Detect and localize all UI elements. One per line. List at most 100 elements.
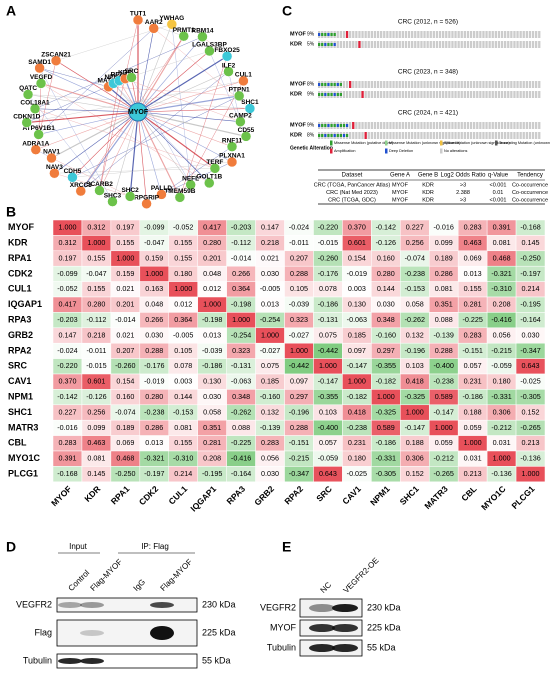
cell-value: -0.212 [434,454,454,463]
oncoprint-cell [404,31,408,38]
edge [137,28,155,113]
cell-value: -0.250 [520,253,540,262]
node-label: RNF11 [222,137,243,144]
oncoprint-alt [330,33,333,36]
node-label: RPA1 [111,71,128,78]
oncoprint-cell [538,81,541,88]
oncoprint-alt [339,93,342,96]
oncoprint-cell [386,132,389,139]
cell-value: 0.227 [406,223,424,232]
node [221,50,233,62]
cell-value: 0.155 [174,253,192,262]
cell-value: -0.164 [231,469,251,478]
oncoprint-cell [507,132,510,139]
col-label: CBL [459,484,478,503]
col-label: SHC1 [398,484,421,507]
edge [137,111,210,184]
oncoprint-alt [327,43,330,46]
oncoprint-cell [373,132,377,139]
cell-value: 0.364 [232,284,250,293]
cell-value: 0.147 [58,330,76,339]
oncoprint-cell [448,31,451,38]
oncoprint-cell [358,122,361,129]
oncoprint-cell [376,41,380,48]
panel-label: A [6,3,16,19]
oncoprint-cell [513,91,516,98]
oncoprint-cell [395,132,398,139]
oncoprint-alt [342,134,346,137]
node-label: TERF [206,159,223,166]
percent-label: 9% [307,91,315,97]
oncoprint-cell [392,31,395,38]
cell-value: -0.136 [491,469,511,478]
band [332,644,358,652]
lane-label: Flag-MYOF [89,557,125,593]
oncoprint-cell [460,122,463,129]
cell-value: -0.126 [86,392,106,401]
oncoprint-cell [538,122,541,129]
oncoprint-cell [442,81,445,88]
node [235,116,246,127]
cell-value: 0.130 [203,377,221,386]
oncoprint-cell [420,132,423,139]
oncoprint-cell [525,91,528,98]
oncoprint-alt [321,93,324,96]
oncoprint-cell [488,81,491,88]
cell-value: -0.015 [318,238,338,247]
oncoprint-cell [457,132,460,139]
gene-label: MYOF [290,31,307,37]
cell-value: -0.112 [86,315,106,324]
cell-value: -0.310 [173,454,193,463]
cell-value: 0.013 [261,300,279,309]
oncoprint-cell [442,132,445,139]
oncoprint-cell [488,132,491,139]
oncoprint-cell [445,132,448,139]
oncoprint-cell [355,132,358,139]
group-title: CRC (2024, n = 421) [398,110,458,117]
cell-value: -0.416 [491,315,511,324]
cell-value: 0.643 [319,469,337,478]
cell-value: 0.059 [464,423,482,432]
oncoprint-cell [473,91,476,98]
oncoprint-cell [500,122,504,129]
oncoprint-alt [336,83,339,86]
oncoprint-cell [373,122,377,129]
oncoprint-cell [485,31,488,38]
oncoprint-alt [330,134,333,137]
cell-value: -0.151 [462,346,482,355]
edge [34,108,216,169]
cell-value: -0.176 [318,269,338,278]
row-label: SHC1 [8,407,32,417]
oncoprint-alt [339,134,342,137]
oncoprint-cell [417,31,420,38]
cell-value: -0.238 [434,377,454,386]
oncoprint-cell [469,41,473,48]
cell-value: 0.201 [116,300,134,309]
oncoprint-cell [500,41,504,48]
oncoprint-cell [383,31,386,38]
oncoprint-cell [380,91,383,98]
row-label: RPA3 [8,314,31,324]
oncoprint-cell [451,132,454,139]
row-label: CBL [8,438,27,448]
oncoprint-cell [538,31,541,38]
cell-value: -0.074 [115,407,135,416]
oncoprint-cell [342,91,346,98]
oncoprint-cell [358,132,361,139]
oncoprint-cell [476,81,479,88]
oncoprint-cell [438,31,442,38]
edge [28,94,139,113]
cell-value: 0.081 [435,284,453,293]
oncoprint-cell [383,122,386,129]
cell-value: 0.589 [435,392,453,401]
cell-value: 0.312 [58,238,76,247]
cell-value: -0.139 [434,330,454,339]
oncoprint-cell [414,122,417,129]
oncoprint-cell [516,132,519,139]
oncoprint-cell [401,122,404,129]
oncoprint-cell [392,132,395,139]
col-label: PLCG1 [509,484,536,511]
oncoprint-cell [389,132,392,139]
oncoprint-cell [476,41,479,48]
band [332,624,358,632]
